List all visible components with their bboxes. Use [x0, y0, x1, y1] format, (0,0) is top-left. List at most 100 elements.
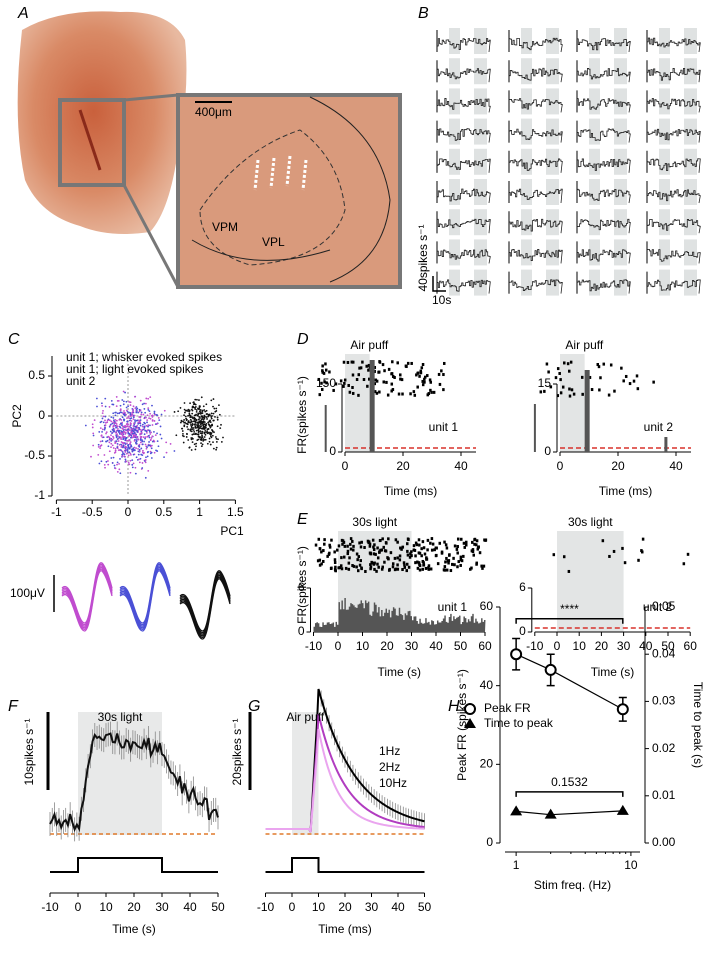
stim-shade [589, 148, 600, 175]
scatter-dot [209, 443, 212, 446]
raster-tick [398, 554, 402, 558]
raster-tick [368, 377, 371, 381]
scatter-dot [141, 425, 144, 428]
scatter-dot [159, 433, 162, 436]
scatter-dot [146, 446, 148, 449]
scatter-dot [134, 425, 136, 428]
stim-shade [589, 88, 600, 115]
raster-tick [470, 566, 473, 570]
x-tick-label: -10 [526, 639, 544, 653]
raster-tick [421, 363, 425, 367]
scatter-dot [125, 400, 128, 403]
raster-tick [452, 556, 455, 560]
y2-tick-label: 0.05 [652, 599, 676, 613]
raster-tick [410, 554, 413, 558]
scatter-dot [104, 419, 106, 422]
scatter-dot [124, 436, 126, 438]
scatter-dot [128, 432, 131, 435]
scatter-dot [134, 434, 137, 437]
axis-title: PC2 [10, 404, 24, 428]
scatter-dot [97, 454, 100, 456]
raster-tick [427, 564, 431, 568]
raster-tick [472, 553, 475, 557]
scatter-dot [198, 410, 201, 413]
region-label: VPM [212, 220, 238, 234]
scatter-dot [200, 425, 203, 428]
scatter-dot [119, 404, 122, 407]
axis-title: Stim freq. (Hz) [534, 878, 611, 892]
x-tick-label: 30 [405, 639, 419, 653]
stim-shade [78, 712, 162, 835]
scatter-dot [128, 451, 131, 454]
scatter-dot [116, 446, 119, 449]
raster-tick [341, 539, 345, 543]
raster-tick [391, 388, 395, 392]
stim-shade [546, 118, 559, 145]
scatter-dot [146, 421, 148, 424]
raster-tick [432, 390, 436, 394]
raster-tick [440, 550, 444, 554]
raster-tick [349, 537, 353, 541]
scatter-dot [117, 449, 120, 452]
raster-tick [570, 388, 574, 392]
psth-trace [508, 158, 563, 173]
scatter-dot [136, 429, 138, 432]
stim-shade [589, 28, 600, 54]
scatter-dot [91, 426, 94, 429]
scatter-dot [156, 432, 158, 435]
x-tick-label: 30 [617, 639, 631, 653]
scatter-dot [104, 405, 107, 408]
raster-tick [323, 538, 326, 542]
scatter-dot [206, 430, 209, 433]
raster-tick [341, 542, 344, 546]
scatter-dot [201, 417, 204, 419]
raster-tick [360, 566, 363, 570]
scatter-dot [195, 429, 198, 432]
raster-tick [343, 544, 347, 548]
raster-tick [428, 378, 432, 382]
raster-tick [371, 561, 374, 565]
raster-tick [475, 561, 478, 565]
scatter-dot [153, 430, 155, 433]
scatter-dot [125, 452, 128, 455]
scatter-dot [194, 398, 197, 401]
scatter-dot [184, 411, 186, 414]
raster-tick [448, 553, 451, 557]
scatter-dot [119, 426, 122, 429]
scatter-dot [112, 437, 115, 439]
x-tick-label: 50 [661, 639, 675, 653]
scatter-dot [147, 469, 150, 472]
scatter-dot [151, 404, 153, 407]
raster-tick [396, 556, 399, 560]
scatter-dot [123, 414, 126, 417]
raster-tick [361, 360, 364, 364]
marker [616, 703, 629, 716]
panel-title: 30s light [568, 515, 613, 529]
scatter-dot [145, 456, 147, 459]
raster-tick [349, 547, 353, 551]
raster-tick [465, 543, 468, 547]
scatter-dot [118, 412, 121, 415]
scatter-dot [139, 457, 142, 460]
scatter-dot [113, 464, 116, 467]
raster-tick [401, 545, 405, 549]
scatter-dot [183, 425, 186, 428]
psth-trace [508, 188, 563, 204]
raster-tick [607, 393, 611, 397]
y-tick-label: 6 [519, 580, 526, 594]
psth-trace [646, 37, 701, 53]
significance-bracket [515, 618, 624, 624]
raster-tick [429, 541, 432, 545]
raster-tick [328, 543, 331, 547]
scatter-dot [195, 445, 197, 448]
raster-tick [376, 546, 379, 550]
raster-tick [346, 544, 349, 548]
raster-tick [383, 560, 386, 564]
scatter-dot [139, 416, 142, 419]
legend-entry: 1Hz [379, 744, 400, 758]
x-tick-label: 1.5 [227, 505, 244, 519]
scatter-dot [203, 416, 206, 419]
scatter-dot [153, 420, 156, 422]
scatter-dot [144, 402, 147, 405]
raster-tick [373, 543, 376, 547]
